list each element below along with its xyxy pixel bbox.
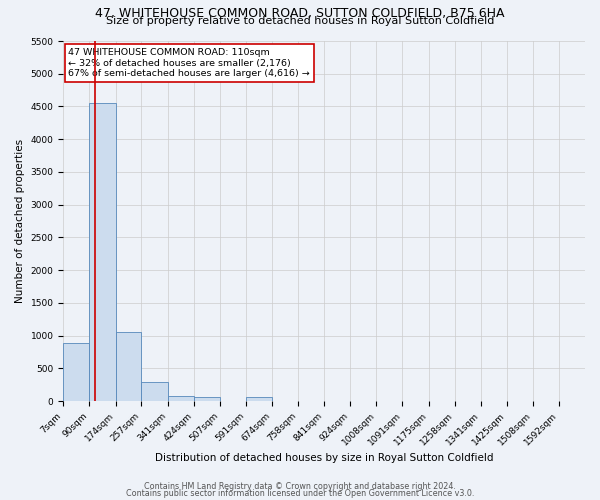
Text: 47, WHITEHOUSE COMMON ROAD, SUTTON COLDFIELD, B75 6HA: 47, WHITEHOUSE COMMON ROAD, SUTTON COLDF… <box>95 8 505 20</box>
Bar <box>63 344 89 401</box>
X-axis label: Distribution of detached houses by size in Royal Sutton Coldfield: Distribution of detached houses by size … <box>155 452 493 462</box>
Text: Contains HM Land Registry data © Crown copyright and database right 2024.: Contains HM Land Registry data © Crown c… <box>144 482 456 491</box>
Bar <box>168 396 194 401</box>
Bar <box>194 398 220 401</box>
Text: Size of property relative to detached houses in Royal Sutton Coldfield: Size of property relative to detached ho… <box>106 16 494 26</box>
Bar <box>89 102 116 401</box>
Y-axis label: Number of detached properties: Number of detached properties <box>15 139 25 303</box>
Bar <box>246 398 272 401</box>
Text: 47 WHITEHOUSE COMMON ROAD: 110sqm
← 32% of detached houses are smaller (2,176)
6: 47 WHITEHOUSE COMMON ROAD: 110sqm ← 32% … <box>68 48 310 78</box>
Bar <box>116 332 142 401</box>
Text: Contains public sector information licensed under the Open Government Licence v3: Contains public sector information licen… <box>126 490 474 498</box>
Bar <box>142 382 168 401</box>
